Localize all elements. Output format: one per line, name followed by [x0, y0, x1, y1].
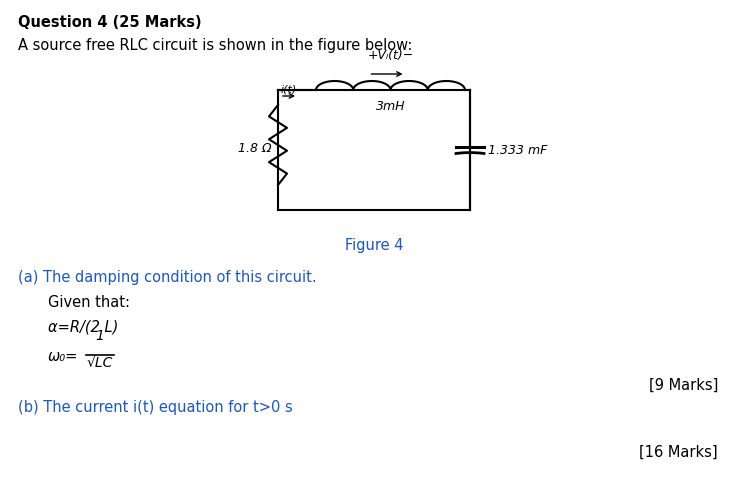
Text: Question 4 (25 Marks): Question 4 (25 Marks)	[18, 15, 202, 30]
Text: [9 Marks]: [9 Marks]	[649, 378, 718, 393]
Text: A source free RLC circuit is shown in the figure below:: A source free RLC circuit is shown in th…	[18, 38, 413, 53]
Text: i(t): i(t)	[281, 84, 298, 94]
Text: ω₀=: ω₀=	[48, 349, 79, 364]
Text: 1: 1	[96, 329, 105, 343]
Text: Figure 4: Figure 4	[345, 238, 403, 253]
Text: [16 Marks]: [16 Marks]	[640, 445, 718, 460]
Text: (a) The damping condition of this circuit.: (a) The damping condition of this circui…	[18, 270, 317, 285]
Text: 1.333 mF: 1.333 mF	[488, 143, 548, 156]
Text: √LC: √LC	[87, 356, 114, 370]
Text: (b) The current i(t) equation for t>0 s: (b) The current i(t) equation for t>0 s	[18, 400, 293, 415]
Text: 1.8 Ω: 1.8 Ω	[238, 141, 272, 154]
Text: α=R/(2 L): α=R/(2 L)	[48, 320, 119, 335]
Text: +Vₗ(t)−: +Vₗ(t)−	[367, 49, 413, 62]
Text: 3mH: 3mH	[375, 100, 405, 113]
Text: Given that:: Given that:	[48, 295, 130, 310]
